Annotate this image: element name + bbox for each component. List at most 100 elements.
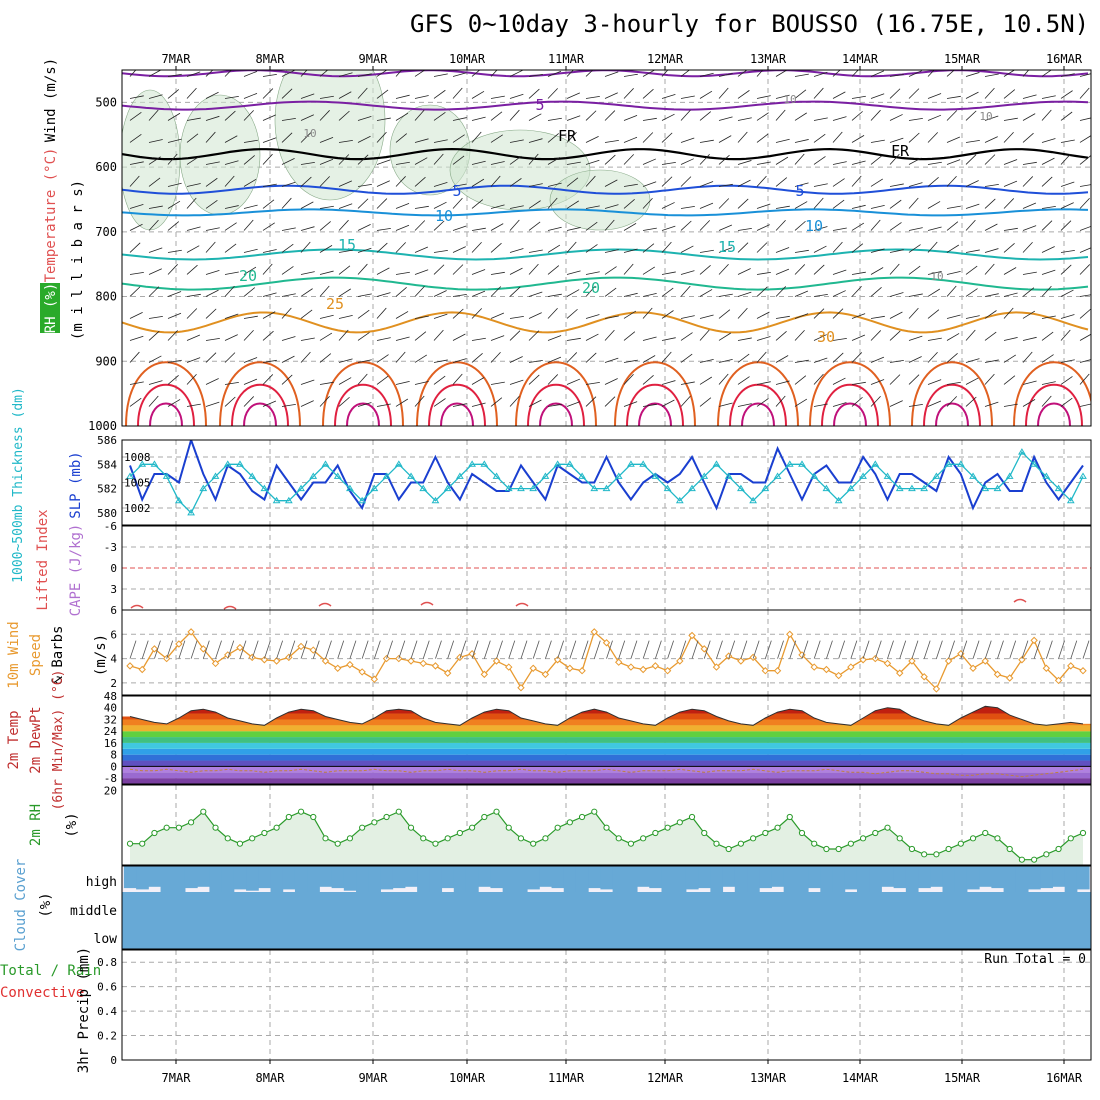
wind-barb	[756, 311, 770, 319]
wind-barb	[376, 267, 390, 275]
wind-barb	[889, 330, 901, 341]
temp-bands	[122, 706, 1091, 784]
wind-barb	[129, 223, 143, 231]
wind-barb	[1003, 242, 1015, 253]
wind-barb	[300, 351, 311, 363]
wind-barb	[357, 309, 370, 319]
isotherm-loop	[626, 383, 684, 426]
rh-point	[859, 835, 867, 842]
rh-point	[395, 808, 402, 815]
wind-barb	[338, 154, 350, 165]
wind-point	[700, 645, 708, 653]
wind-barb	[813, 357, 828, 363]
wind-barb	[680, 137, 695, 143]
ylabel-wind-unit: (m/s)	[93, 634, 109, 676]
date-label-bottom: 12MAR	[647, 1071, 684, 1085]
li-tick: 3	[110, 583, 117, 596]
wind-barb	[167, 112, 181, 121]
wind-barb	[927, 93, 942, 99]
wind-barb	[471, 131, 482, 143]
wind-barb	[965, 288, 978, 297]
slp-tick: 1005	[124, 477, 151, 490]
wind-barb	[832, 269, 847, 275]
wind-barb	[585, 95, 600, 99]
wind-barb	[1009, 640, 1017, 659]
wind-barb	[338, 91, 352, 99]
wind-barb	[300, 379, 315, 385]
isotherm-line	[122, 276, 1089, 291]
wind-barb	[528, 183, 543, 187]
wind-barb	[756, 381, 771, 385]
wind-barb	[300, 161, 315, 165]
cloud-high-bar	[930, 866, 943, 887]
wind-barb	[205, 401, 220, 407]
wind-barb	[435, 640, 442, 659]
wind-barb	[129, 640, 137, 659]
wind-barb	[312, 640, 320, 659]
wind-barb	[509, 155, 522, 165]
wind-barb	[813, 640, 821, 659]
wind-barb	[642, 403, 657, 407]
wind-barb	[566, 227, 581, 231]
wind-barb	[532, 640, 540, 659]
thickness-point	[724, 472, 733, 479]
wind-barb	[452, 225, 467, 231]
pressure-tick: 600	[95, 160, 117, 174]
rh-point	[249, 835, 256, 842]
wind-barb	[509, 315, 524, 319]
wind-barb	[319, 70, 329, 77]
wind-barb	[908, 88, 920, 99]
wind-barb	[528, 330, 540, 341]
wind-barb	[509, 286, 521, 297]
panel-frame	[121, 609, 1092, 696]
wind-point	[590, 628, 598, 636]
cloud-high-bar	[1040, 866, 1053, 889]
wind-barb	[642, 88, 654, 99]
wind-barb	[447, 640, 455, 659]
contour-label: 15	[338, 236, 356, 254]
wind-barb	[395, 133, 408, 143]
wind-barb	[965, 265, 978, 275]
wind-barb	[775, 315, 790, 319]
wind-barb	[300, 226, 315, 231]
thickness-point	[419, 484, 428, 492]
rh-point	[737, 840, 744, 847]
wind-barb	[775, 268, 790, 275]
wind-point	[737, 657, 745, 665]
cloud-high-bar	[502, 866, 516, 892]
wind-barb	[764, 640, 772, 659]
wind-barb	[141, 640, 149, 659]
wind-barb	[186, 133, 199, 143]
wind-barb	[718, 247, 733, 253]
rh-shade	[179, 94, 261, 216]
wind-barb	[832, 161, 847, 165]
cloud-high-bar	[453, 866, 467, 892]
wind-barb	[737, 70, 748, 77]
wind-barb	[186, 183, 201, 187]
wind-barb	[680, 109, 691, 121]
wind-barb	[243, 266, 257, 275]
wind-barb	[965, 377, 979, 385]
rh-point	[640, 835, 647, 842]
contour-label: 10	[783, 93, 796, 106]
wind-barb	[167, 89, 179, 99]
wind-barb	[775, 156, 789, 165]
wind-barb	[566, 131, 577, 143]
wind-barb	[281, 88, 293, 99]
wind-barb	[661, 399, 675, 407]
rh-point	[835, 845, 842, 853]
wind-barb	[1003, 159, 1018, 165]
wind-barb	[946, 285, 957, 297]
wind-barb	[395, 70, 403, 77]
wind-barb	[927, 177, 939, 187]
wind-barb	[623, 154, 634, 165]
wind-barb	[357, 293, 372, 297]
rh-point	[322, 835, 329, 842]
temp-line	[129, 705, 1084, 726]
wind-barb	[794, 182, 809, 187]
wind-barb	[376, 403, 391, 407]
wind-barb	[642, 158, 657, 165]
li-mark	[318, 602, 332, 607]
wind-barb	[604, 329, 615, 341]
temp-tick: 24	[104, 725, 118, 738]
